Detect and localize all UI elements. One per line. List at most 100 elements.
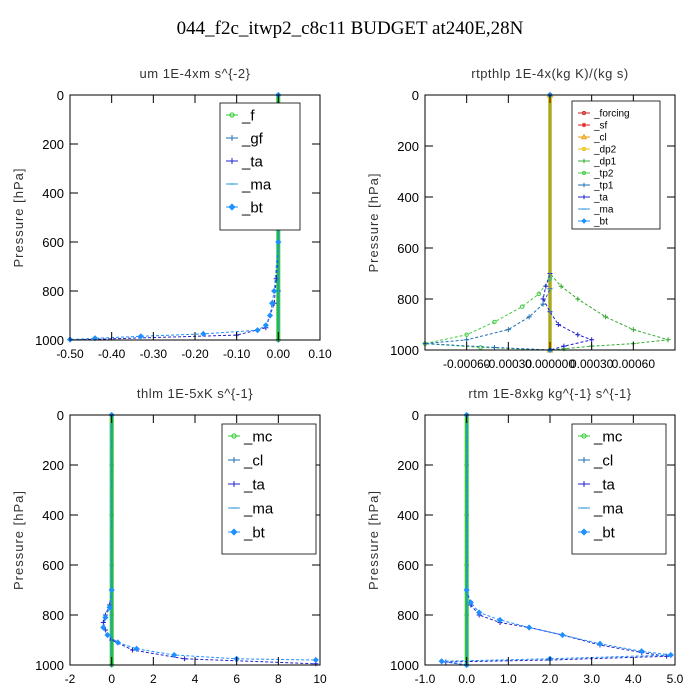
y-tick-label: 400 (397, 508, 419, 523)
x-tick-label: 0.000000 (525, 357, 575, 371)
legend-label-mc: _mc (243, 428, 273, 445)
data-point-bt (266, 312, 274, 319)
data-point-ta (589, 337, 595, 343)
legend: _forcing_sf_cl_dp2_dp1_tp2_tp1_ta_ma_bt (571, 100, 661, 230)
series-line-tp1 (424, 95, 551, 351)
x-tick-label: 0.00060 (612, 357, 656, 371)
y-axis-label: Pressure [hPa] (366, 490, 381, 590)
y-tick-label: 1000 (390, 343, 419, 358)
y-tick-label: 600 (42, 558, 64, 573)
chart-title: um 1E-4xm s^{-2} (140, 66, 251, 81)
legend-label-dp1: _dp1 (593, 157, 617, 168)
y-tick-label: 600 (42, 235, 64, 250)
y-tick-label: 800 (397, 608, 419, 623)
x-tick-label: -1.0 (415, 672, 436, 686)
data-point-bt (171, 651, 178, 659)
x-tick-label: -0.00030 (485, 357, 533, 371)
data-point-bt (137, 333, 144, 340)
chart-panel-2: rtpthlp 1E-4x(kg K)/(kg s) Pressure [hPa]… (366, 66, 676, 371)
chart-title: rtpthlp 1E-4x(kg K)/(kg s) (471, 66, 629, 81)
x-tick-label: 0.00030 (570, 357, 614, 371)
x-tick-label: 6 (233, 672, 240, 686)
data-point-bt (638, 648, 645, 655)
legend-label-ta: _ta (593, 193, 608, 204)
y-tick-label: 800 (42, 284, 64, 299)
legend-marker (230, 528, 238, 536)
chart-panel-4: rtm 1E-8xkg kg^{-1} s^{-1} Pressure [hPa]… (366, 386, 684, 686)
y-tick-label: 800 (42, 608, 64, 623)
series-line-ta (542, 95, 594, 351)
x-tick-label: -0.00060 (443, 357, 491, 371)
legend-marker (228, 203, 236, 211)
data-point-tp1 (540, 301, 546, 307)
x-tick-label: 10 (313, 672, 327, 686)
legend-label-bt: _bt (593, 217, 608, 228)
y-tick-label: 1000 (390, 658, 419, 673)
legend-label-cl: _cl (593, 133, 607, 144)
legend-marker (229, 158, 235, 164)
legend-label-ta: _ta (241, 153, 264, 170)
x-tick-label: 0.00 (267, 347, 291, 361)
legend-label-ma: _ma (593, 205, 614, 216)
legend-marker (231, 433, 237, 439)
data-point-bt (667, 651, 674, 659)
data-point-ta (182, 656, 188, 662)
data-point-bt (596, 640, 604, 647)
data-point-bt (476, 609, 483, 616)
x-tick-label: -0.20 (181, 347, 209, 361)
legend-marker (581, 158, 587, 164)
data-point-tp2 (519, 304, 525, 309)
y-tick-label: 200 (42, 137, 64, 152)
data-point-bt (114, 639, 121, 646)
data-point-bt (271, 287, 278, 295)
data-point-tp1 (505, 327, 511, 333)
data-point-bt (463, 586, 470, 594)
y-tick-label: 800 (397, 292, 419, 307)
y-axis-label: Pressure [hPa] (366, 173, 381, 273)
x-tick-label: 1.0 (500, 672, 517, 686)
legend-label-ma: _ma (593, 500, 624, 517)
legend-label-bt: _bt (593, 524, 616, 541)
legend-marker (581, 170, 587, 176)
data-point-bt (104, 631, 111, 639)
x-tick-label: 5.0 (667, 672, 684, 686)
y-tick-label: 0 (412, 408, 419, 423)
legend: _mc _cl _ta _ma _bt (221, 423, 317, 555)
x-tick-label: -0.30 (140, 347, 168, 361)
legend-marker (581, 182, 587, 188)
y-tick-label: 200 (397, 458, 419, 473)
legend: _mc _cl _ta _ma _bt (571, 423, 667, 555)
y-tick-label: 200 (42, 458, 64, 473)
legend-label-dp2: _dp2 (593, 145, 617, 156)
data-point-bt (467, 599, 474, 606)
data-point-tp1 (491, 344, 497, 350)
data-point-bt (559, 631, 566, 639)
legend-label-bt: _bt (243, 524, 266, 541)
legend-marker (581, 146, 587, 152)
legend-marker (580, 528, 588, 536)
data-point-ta (130, 647, 135, 653)
data-point-tp2 (464, 332, 469, 337)
chart-panel-1: um 1E-4xm s^{-2} Pressure [hPa] -0.50 -0.40… (11, 66, 332, 361)
legend-marker (229, 112, 235, 118)
x-tick-label: -0.10 (223, 347, 251, 361)
legend-marker (581, 194, 587, 200)
y-tick-label: 1000 (35, 333, 64, 348)
x-tick-label: 2.0 (542, 672, 559, 686)
legend-label-gf: _gf (241, 130, 264, 147)
y-tick-label: 0 (412, 88, 419, 103)
legend: _f _gf _ta _ma _bt (219, 102, 301, 231)
y-axis-label: Pressure [hPa] (11, 168, 26, 268)
data-point-ta (561, 343, 567, 349)
x-tick-label: 2 (150, 672, 157, 686)
data-point-bt (269, 300, 276, 307)
data-point-bt (438, 658, 445, 665)
legend-label-bt: _bt (241, 199, 264, 216)
data-point-dp1 (665, 337, 671, 343)
legend-marker (580, 133, 588, 140)
data-point-ta (540, 296, 546, 302)
data-point-tp1 (526, 314, 532, 320)
legend-label-sf: _sf (593, 121, 608, 132)
y-tick-label: 400 (42, 186, 64, 201)
